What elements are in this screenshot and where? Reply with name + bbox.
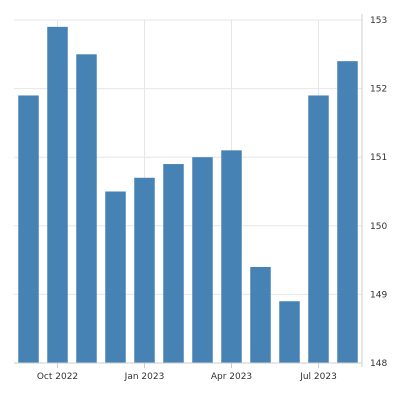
- y-tick-label-149: 149: [370, 290, 387, 300]
- bar-may-2023: [250, 266, 271, 363]
- x-tick-label-apr-2023: Apr 2023: [211, 372, 252, 382]
- y-axis-tick-labels: 148 149 150 151 152 153: [370, 16, 387, 369]
- bar-oct-2022: [47, 26, 68, 364]
- bar-aug-2023: [337, 61, 358, 363]
- y-tick-label-148: 148: [370, 359, 387, 369]
- axes: [14, 14, 363, 368]
- bar-mar-2023: [192, 157, 213, 363]
- bar-jun-2023: [279, 301, 300, 363]
- x-tick-label-jan-2023: Jan 2023: [124, 372, 165, 382]
- x-tick-label-oct-2022: Oct 2022: [37, 372, 78, 382]
- bar-sep-2022: [18, 95, 39, 364]
- y-tick-label-152: 152: [370, 85, 387, 95]
- bar-feb-2023: [163, 164, 184, 363]
- bar-apr-2023: [221, 150, 242, 363]
- bar-nov-2022: [76, 54, 97, 364]
- y-tick-label-153: 153: [370, 16, 387, 26]
- bar-dec-2022: [105, 191, 126, 363]
- x-axis-tick-labels: Oct 2022 Jan 2023 Apr 2023 Jul 2023: [37, 372, 337, 382]
- bars: [18, 26, 358, 364]
- y-tick-label-151: 151: [370, 153, 387, 163]
- x-tick-label-jul-2023: Jul 2023: [299, 372, 337, 382]
- bar-jan-2023: [134, 177, 155, 363]
- bar-jul-2023: [308, 95, 329, 364]
- y-tick-label-150: 150: [370, 222, 387, 232]
